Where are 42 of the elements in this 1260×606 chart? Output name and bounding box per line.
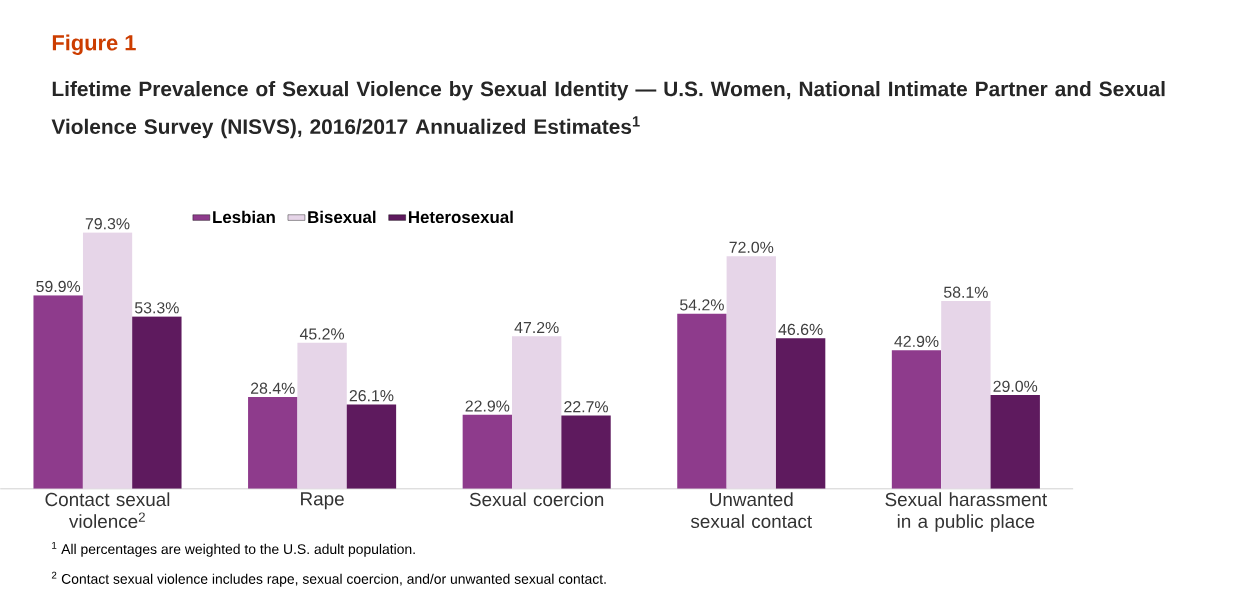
legend-label: Lesbian [213, 210, 275, 224]
bar [33, 295, 83, 489]
bar [512, 336, 562, 489]
bar [891, 350, 942, 489]
bar [346, 404, 397, 489]
data-label: 29.0% [993, 380, 1038, 392]
data-label: 79.3% [85, 218, 130, 230]
bar [561, 415, 611, 489]
data-label: 22.9% [465, 400, 510, 412]
data-label: 28.4% [251, 382, 295, 394]
bar [941, 301, 991, 489]
bar [677, 313, 727, 489]
chart-title: Figure 1 [52, 34, 136, 55]
bar [462, 414, 513, 489]
x-tick-label: Unwanted sexual contact [690, 492, 812, 529]
text: $^{2}$ Contact sexual violence includes rape, sexual coercion, and/or unwanted sexual contact. [51, 571, 606, 587]
x-tick-label: Sexual harassment in a public place [885, 492, 1048, 532]
data-label: 47.2% [514, 321, 559, 334]
data-label: 72.0% [729, 241, 774, 253]
data-label: 59.9% [36, 280, 81, 293]
data-label: 54.2% [680, 299, 724, 311]
data-label: 58.1% [943, 286, 988, 298]
bar [248, 397, 298, 489]
legend-label: Bisexual [308, 210, 376, 224]
data-label: 42.9% [894, 335, 939, 347]
bar [726, 256, 776, 489]
x-tick-label: Sexual coercion [469, 492, 604, 507]
bar [82, 232, 133, 489]
data-label: 46.6% [778, 323, 823, 336]
bar [990, 395, 1040, 489]
legend-label: Heterosexual [408, 210, 513, 224]
data-label: 53.3% [134, 302, 179, 314]
data-label: 22.7% [564, 401, 609, 413]
data-label: 26.1% [349, 390, 394, 402]
x-tick-label: Contact sexual violence$^{2}$ [45, 492, 170, 529]
bar [775, 338, 826, 489]
data-label: 45.2% [299, 328, 345, 340]
chart-subtitle: Lifetime Prevalence of Sexual Violence by Sexual Identity — U.S. Women, National Intimate Partner and Sexual Violence Survey (NISVS), 2016/2017 Annualized Estimates$^{1}$ [51, 80, 1165, 139]
x-tick-label: Rape [301, 492, 344, 510]
bar [132, 316, 182, 489]
bar [297, 342, 347, 489]
text: $^{1}$ All percentages are weighted to the U.S. adult population. [52, 542, 415, 557]
